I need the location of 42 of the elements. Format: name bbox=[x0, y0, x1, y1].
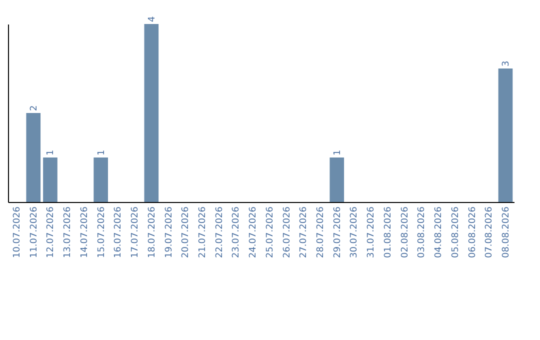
x-tick-label: 14.07.2026 bbox=[80, 206, 90, 258]
bar bbox=[26, 113, 41, 202]
x-tick-label: 28.07.2026 bbox=[316, 206, 326, 258]
data-label: 1 bbox=[332, 150, 343, 156]
x-tick-label: 20.07.2026 bbox=[181, 206, 192, 258]
x-tick-label: 07.08.2026 bbox=[484, 206, 495, 258]
data-label: 1 bbox=[46, 150, 56, 156]
x-tick-label: 15.07.2026 bbox=[96, 206, 107, 258]
x-tick-label: 06.08.2026 bbox=[468, 206, 478, 258]
x-tick-label: 01.08.2026 bbox=[383, 206, 394, 258]
x-tick-label: 21.07.2026 bbox=[198, 206, 208, 258]
x-tick-label: 18.07.2026 bbox=[147, 206, 158, 258]
x-tick-label: 02.08.2026 bbox=[400, 206, 410, 258]
bar bbox=[43, 158, 58, 202]
x-tick-label: 11.07.2026 bbox=[29, 206, 40, 258]
data-label: 3 bbox=[501, 60, 512, 66]
data-label: 4 bbox=[147, 16, 158, 22]
bar bbox=[330, 158, 344, 202]
x-tick-label: 08.08.2026 bbox=[501, 206, 512, 258]
x-tick-label: 03.08.2026 bbox=[417, 206, 428, 258]
x-tick-label: 10.07.2026 bbox=[12, 206, 23, 258]
x-tick-label: 13.07.2026 bbox=[63, 206, 74, 258]
x-tick-label: 26.07.2026 bbox=[282, 206, 292, 258]
x-tick-label: 17.07.2026 bbox=[130, 206, 141, 258]
data-label: 1 bbox=[96, 150, 107, 156]
data-label: 2 bbox=[29, 105, 40, 111]
x-tick-label: 19.07.2026 bbox=[164, 206, 174, 258]
x-tick-label: 30.07.2026 bbox=[350, 206, 360, 258]
x-tick-label: 16.07.2026 bbox=[114, 206, 124, 258]
x-tick-label: 05.08.2026 bbox=[450, 206, 461, 258]
x-tick-label: 12.07.2026 bbox=[46, 206, 56, 258]
x-tick-label: 25.07.2026 bbox=[265, 206, 276, 258]
x-tick-label: 31.07.2026 bbox=[366, 206, 377, 258]
x-tick-label: 24.07.2026 bbox=[248, 206, 259, 258]
bar bbox=[94, 158, 108, 202]
x-tick-label: 04.08.2026 bbox=[434, 206, 444, 258]
bar bbox=[498, 68, 513, 202]
x-tick-label: 29.07.2026 bbox=[332, 206, 343, 258]
x-tick-label: 22.07.2026 bbox=[214, 206, 225, 258]
x-tick-label: 23.07.2026 bbox=[232, 206, 242, 258]
x-tick-label: 27.07.2026 bbox=[299, 206, 310, 258]
bar bbox=[144, 24, 159, 202]
